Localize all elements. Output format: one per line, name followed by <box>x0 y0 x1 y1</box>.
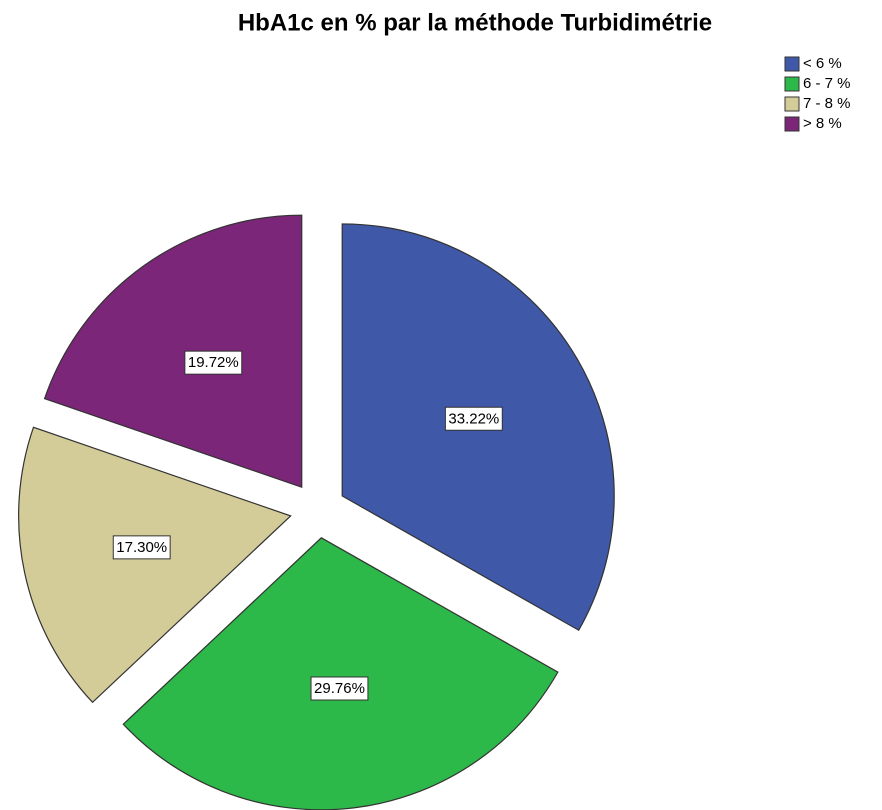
data-label: 17.30% <box>112 535 171 560</box>
data-label-box <box>184 350 243 375</box>
data-label: 19.72% <box>184 350 243 375</box>
data-label: 33.22% <box>444 406 503 431</box>
data-label-box <box>112 535 171 560</box>
data-label: 29.76% <box>310 676 369 701</box>
legend-label: > 8 % <box>803 115 842 132</box>
legend-swatch <box>784 116 800 132</box>
legend-swatch <box>784 96 800 112</box>
pie-slice <box>122 537 559 810</box>
pie-slice <box>43 214 303 489</box>
legend-label: 6 - 7 % <box>803 75 851 92</box>
legend-label: 7 - 8 % <box>803 95 851 112</box>
legend-swatch <box>784 56 800 72</box>
legend-label: < 6 % <box>803 55 842 72</box>
pie-slice <box>18 426 292 704</box>
data-label-box <box>310 676 369 701</box>
data-label-box <box>444 406 503 431</box>
legend-swatch <box>784 76 800 92</box>
data-label-text: 29.76% <box>314 680 365 697</box>
chart-title: HbA1c en % par la méthode Turbidimétrie <box>238 9 712 36</box>
data-label-text: 17.30% <box>116 539 167 556</box>
data-label-text: 33.22% <box>448 410 499 427</box>
data-label-text: 19.72% <box>188 354 239 371</box>
